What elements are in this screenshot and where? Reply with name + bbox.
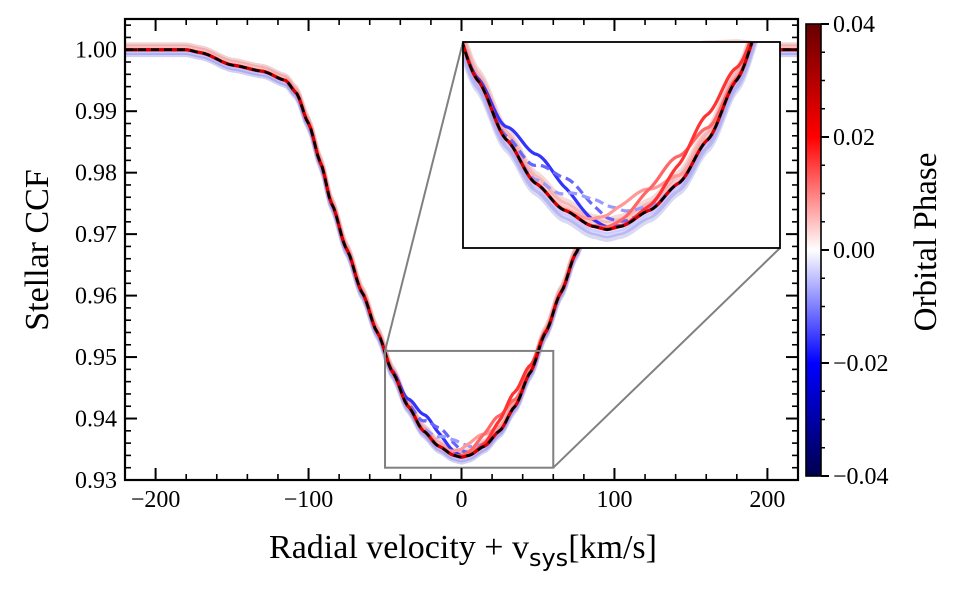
colorbar-tick-label: 0.04 — [833, 12, 875, 38]
y-tick-label: 0.96 — [75, 284, 117, 310]
inset-exposure-band-line — [463, 42, 758, 239]
y-tick-label: 0.94 — [75, 407, 117, 433]
x-tick-label: 100 — [596, 487, 632, 513]
zoom-region-box — [384, 349, 555, 469]
inset-plot-area — [384, 41, 781, 469]
inset-series-group — [463, 42, 759, 243]
colorbar: 0.04 0.02 0.00 −0.02 −0.04 — [805, 12, 889, 490]
y-tick-label: 0.95 — [75, 345, 117, 371]
colorbar-label: Orbital Phase — [908, 153, 944, 332]
x-axis-label-main: Radial velocity + v — [269, 529, 529, 566]
zoom-connector-line — [552, 247, 781, 469]
x-tick-label: 200 — [749, 487, 785, 513]
y-tick-label: 1.00 — [75, 38, 117, 64]
x-axis-label-unit: [km/s] — [568, 529, 657, 566]
x-tick-label: −100 — [284, 487, 334, 513]
x-tick-label: 0 — [456, 487, 468, 513]
y-axis-label: Stellar CCF — [19, 169, 56, 331]
x-axis-label: Radial velocity + vsys[km/s] — [269, 529, 657, 572]
y-tick-label: 0.99 — [75, 99, 117, 125]
inset-exposure-band-line — [463, 42, 753, 224]
y-tick-label: 0.97 — [75, 222, 117, 248]
inset-exposure-band-line — [463, 42, 759, 243]
colorbar-bar — [805, 23, 822, 477]
colorbar-tick-label: 0.02 — [833, 125, 875, 151]
zoom-connector-line — [384, 41, 464, 352]
x-axis-label-sub: sys — [529, 544, 568, 572]
y-tick-label: 0.98 — [75, 161, 117, 187]
colorbar-tick-label: −0.02 — [833, 351, 889, 377]
colorbar-tick-label: 0.00 — [833, 238, 875, 264]
y-tick-label: 0.93 — [75, 468, 117, 494]
colorbar-tick-label: −0.04 — [833, 464, 889, 490]
x-tick-label: −200 — [131, 487, 181, 513]
inset-model-profile-line — [463, 42, 754, 231]
inset-frame — [462, 41, 781, 249]
